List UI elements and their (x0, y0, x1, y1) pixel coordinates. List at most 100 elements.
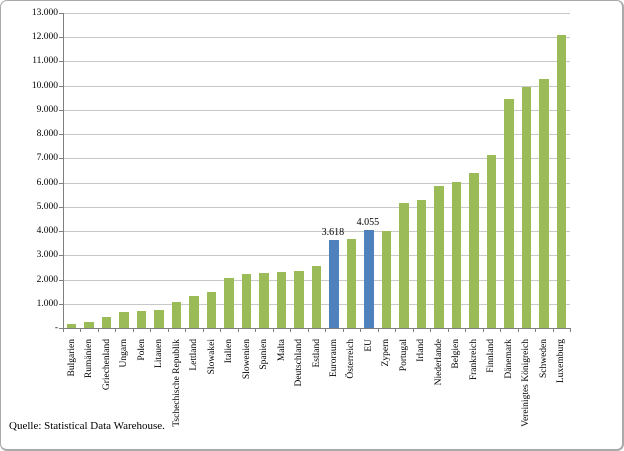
x-tick-mark (80, 328, 82, 332)
bar-d-nemark (504, 98, 514, 328)
bar-bulgarien (66, 323, 77, 328)
bar-value-label-euroraum: 3.618 (321, 227, 345, 239)
y-tick-mark (59, 109, 63, 111)
bar-rum-nien (84, 321, 94, 328)
x-tick-mark (132, 328, 134, 332)
y-tick-label: 4.000 (36, 226, 58, 237)
y-tick-label: 8.000 (36, 129, 58, 140)
x-axis-label-text: Deutschland (294, 339, 305, 387)
x-axis-label-text: Griechenland (101, 339, 112, 391)
x-tick-mark (220, 328, 222, 332)
x-axis-label-text: Spanien (259, 339, 270, 370)
x-axis-label-text: Slowakei (206, 339, 217, 375)
y-tick-label: - (54, 323, 58, 333)
x-tick-mark (237, 328, 239, 332)
x-axis-label-text: Niederlande (433, 339, 444, 386)
x-axis-label-text: Rumänien (84, 339, 95, 379)
y-tick-label: 2.000 (36, 274, 58, 285)
x-tick-mark (552, 328, 554, 332)
bar-litauen (154, 309, 164, 328)
x-axis-label-text: Tschechische Republik (171, 339, 182, 427)
x-tick-mark (97, 328, 99, 332)
x-tick-mark (535, 328, 537, 332)
bar-finnland (486, 154, 497, 328)
x-axis-label-text: Dänemark (503, 339, 514, 379)
x-tick-mark (342, 328, 344, 332)
gridline (64, 158, 570, 160)
x-axis-label-text: Österreich (346, 339, 357, 379)
x-axis-label-text: Finnland (486, 339, 497, 373)
x-axis-line (63, 328, 571, 329)
y-tick-mark (59, 61, 63, 63)
y-tick-mark (59, 37, 63, 39)
x-tick-mark (465, 328, 467, 332)
y-tick-mark (59, 279, 63, 281)
bar-malta (276, 272, 287, 328)
bar-schweden (539, 79, 549, 328)
x-axis-label-text: Italien (224, 339, 235, 364)
bar-italien (224, 278, 234, 328)
y-tick-label: 3.000 (36, 250, 58, 261)
x-tick-mark (150, 328, 152, 332)
y-tick-label: 7.000 (36, 153, 58, 164)
x-axis-label-text: Belgien (451, 339, 462, 369)
x-axis-label-text: Litauen (154, 339, 165, 369)
bar-luxemburg (556, 34, 566, 328)
x-tick-mark (325, 328, 327, 332)
y-tick-mark (59, 158, 63, 160)
gridline (64, 134, 570, 136)
bar-slowenien (241, 273, 252, 328)
bar-lettland (189, 296, 199, 328)
x-axis-label-text: Portugal (398, 339, 409, 372)
x-axis-label-text: Zypern (381, 339, 392, 367)
x-axis-label-text: Euroraum (328, 339, 339, 377)
y-tick-label: 10.000 (31, 80, 58, 91)
x-axis-label-text: Luxemburg (556, 339, 567, 384)
x-axis-label-text: Malta (276, 339, 287, 362)
bar-frankreich (469, 173, 479, 328)
x-tick-mark (447, 328, 449, 332)
x-axis-label-text: Slowenien (241, 339, 252, 380)
y-tick-mark (59, 231, 63, 233)
gridline (64, 182, 570, 184)
gridline (64, 85, 570, 87)
bar-griechenland (101, 316, 112, 328)
bar-zypern (381, 230, 392, 328)
gridline (64, 231, 570, 233)
x-tick-mark (115, 328, 117, 332)
gridline (64, 206, 570, 208)
x-tick-mark (167, 328, 169, 332)
bar-eu (364, 229, 374, 328)
bar-euroraum (329, 240, 339, 328)
x-tick-mark (570, 328, 571, 332)
x-tick-mark (377, 328, 379, 332)
x-axis-label-text: Frankreich (468, 339, 479, 381)
bar-ungarn (119, 312, 129, 328)
bar--sterreich (346, 239, 357, 328)
y-axis-line (63, 13, 64, 328)
y-tick-mark (59, 85, 63, 87)
x-tick-mark (430, 328, 432, 332)
y-tick-label: 9.000 (36, 104, 58, 115)
bar-niederlande (434, 185, 444, 328)
x-tick-mark (482, 328, 484, 332)
x-tick-mark (395, 328, 397, 332)
x-axis-label-text: Irland (416, 339, 427, 362)
x-axis-label-text: Vereinigtes Königreich (521, 339, 532, 427)
bar-polen (136, 310, 147, 328)
x-tick-mark (202, 328, 204, 332)
x-axis-label-text: Schweden (538, 339, 549, 379)
x-tick-mark (307, 328, 309, 332)
gridline (64, 109, 570, 111)
x-tick-mark (517, 328, 519, 332)
y-tick-mark (59, 13, 63, 14)
x-axis-label-text: EU (363, 339, 374, 352)
y-tick-label: 1.000 (36, 298, 58, 309)
bar-vereinigtes-k-nigreich (521, 87, 532, 328)
y-tick-mark (59, 303, 63, 305)
bar-irland (416, 199, 427, 328)
x-axis-label-text: Estland (311, 339, 322, 368)
x-tick-mark (185, 328, 187, 332)
